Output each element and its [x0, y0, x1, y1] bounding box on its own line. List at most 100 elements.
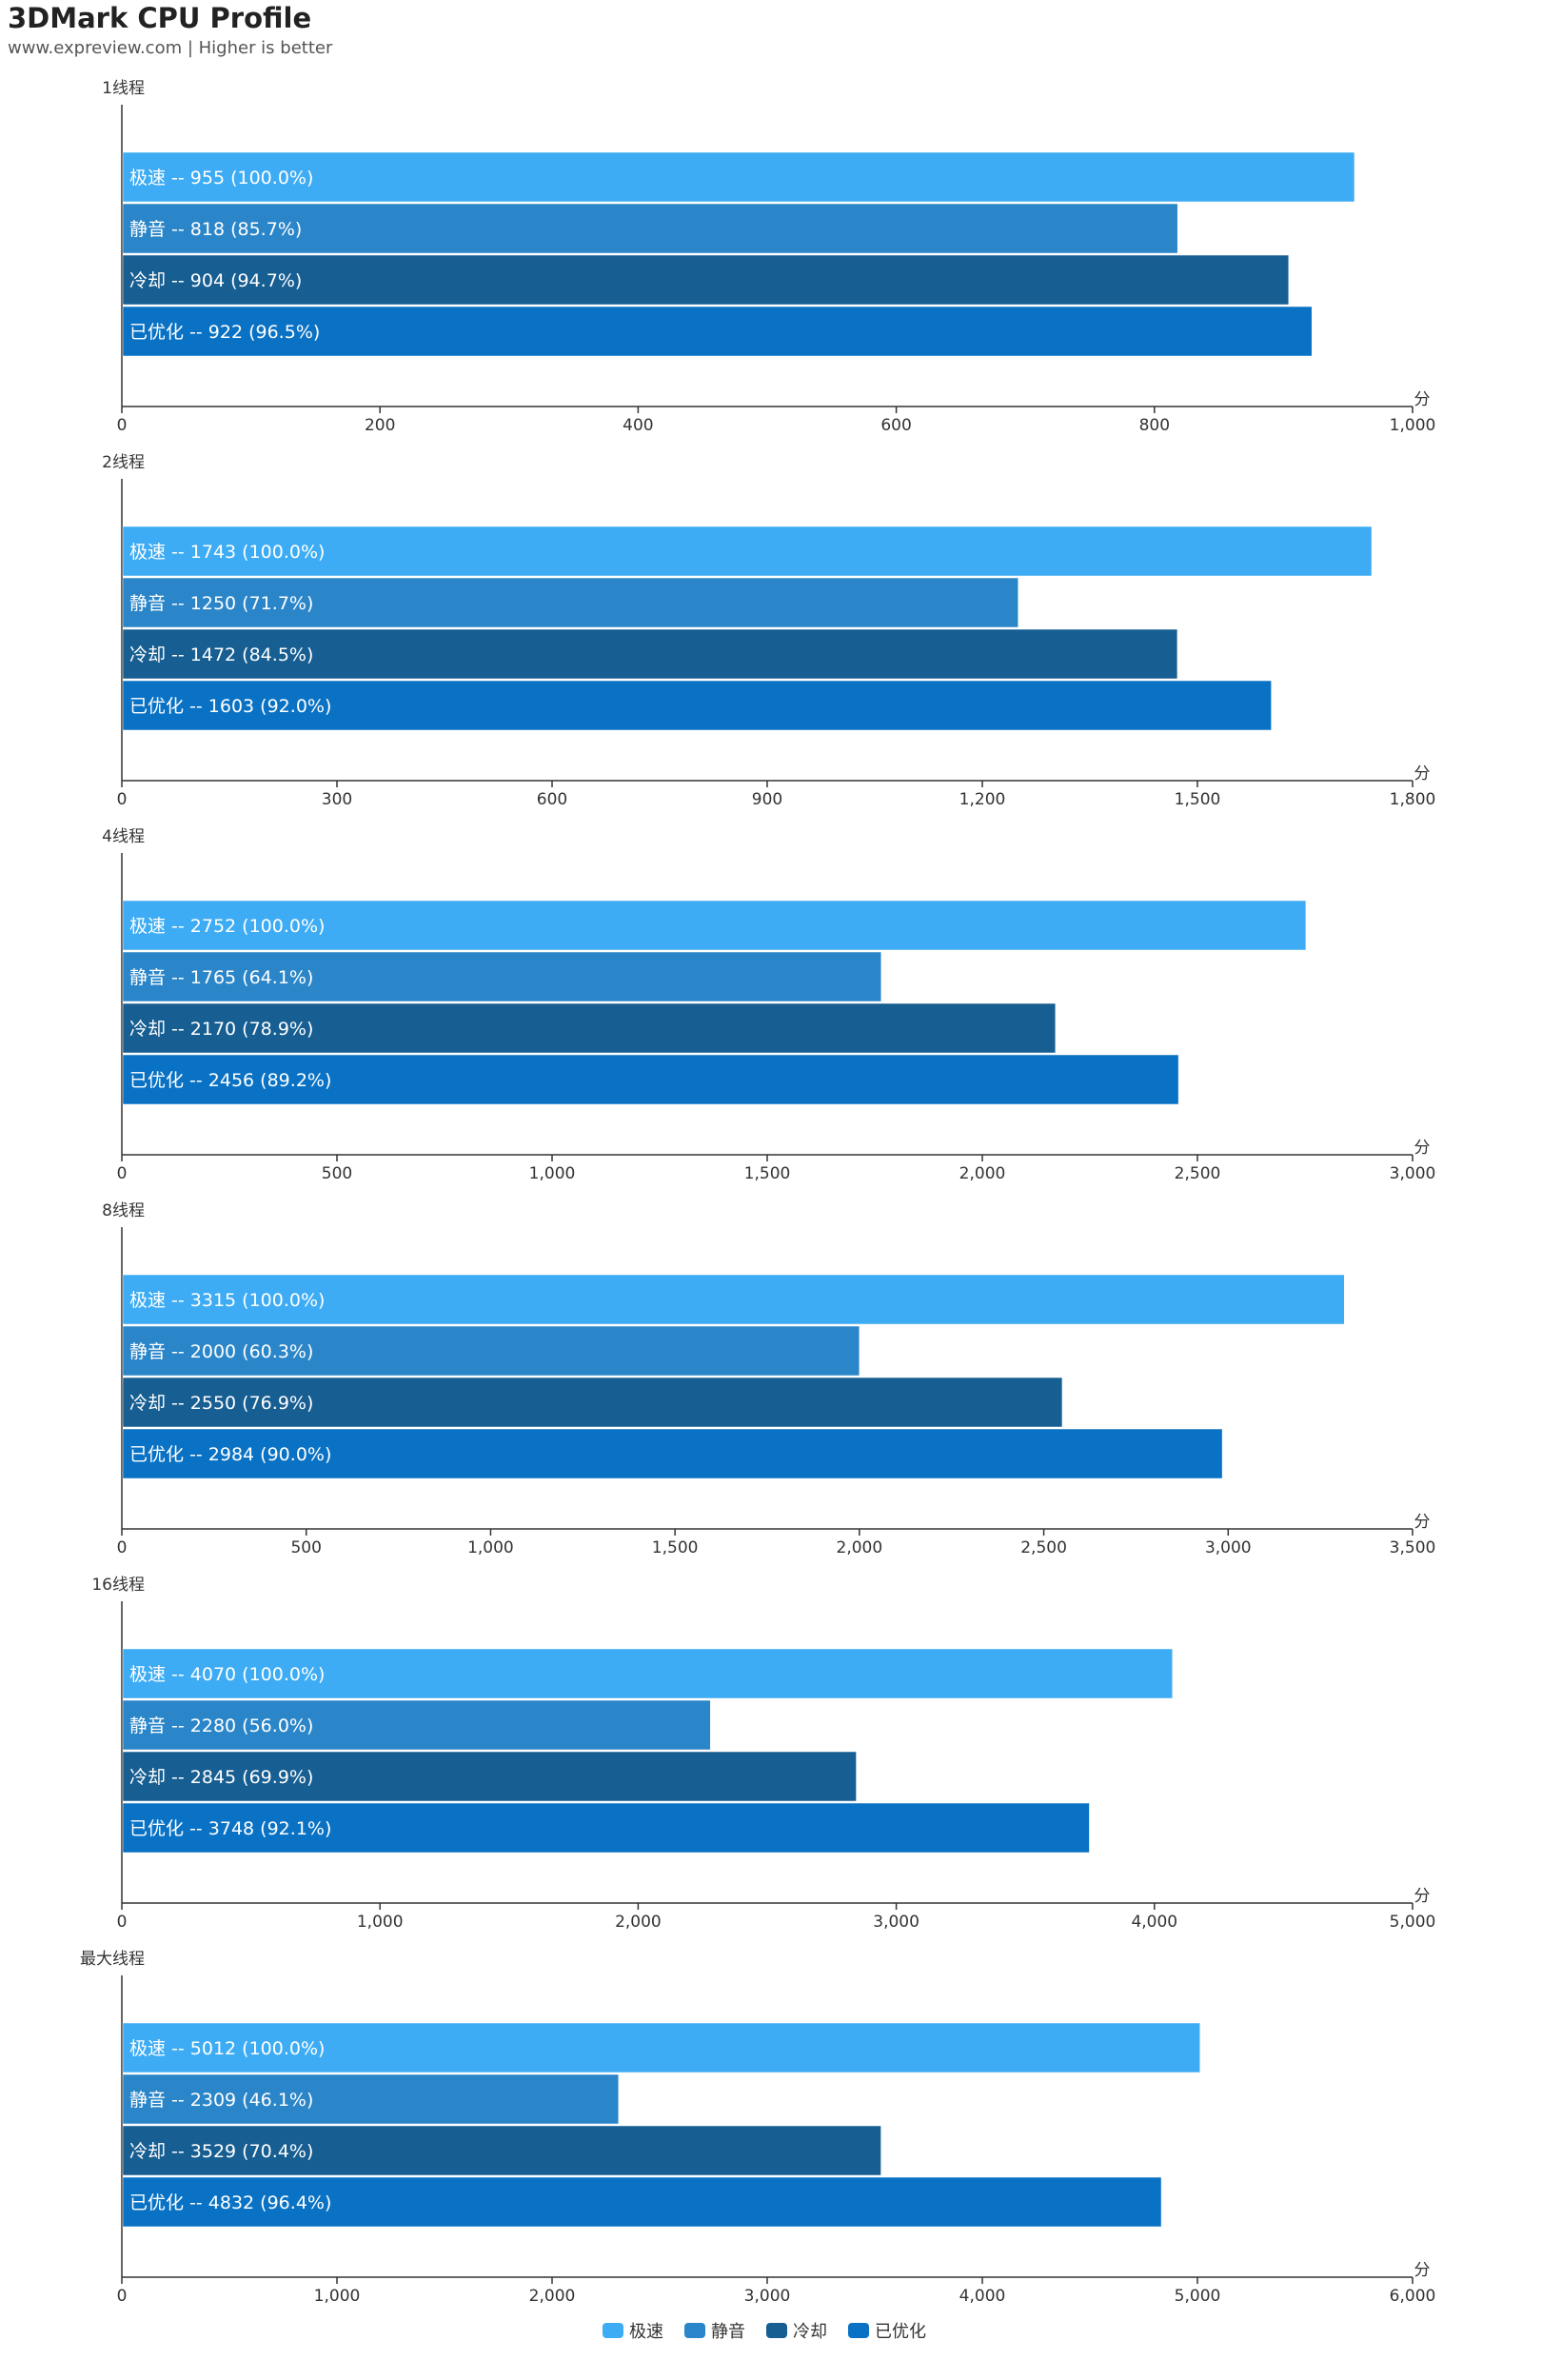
x-tick-label: 600 — [880, 416, 911, 435]
panel-label: 8线程 — [102, 1201, 145, 1220]
x-tick-label: 4,000 — [1131, 1913, 1177, 1932]
legend-item[interactable]: 冷却 — [793, 2322, 827, 2342]
legend-item[interactable]: 极速 — [629, 2322, 663, 2342]
bar-label: 静音 -- 2280 (56.0%) — [129, 1716, 313, 1736]
x-tick-label: 4,000 — [959, 2287, 1006, 2306]
x-tick-label: 800 — [1139, 416, 1170, 435]
bar-极速[interactable] — [122, 900, 1307, 951]
x-tick-label: 1,000 — [314, 2287, 361, 2306]
x-tick-label: 0 — [117, 1538, 128, 1557]
bar-极速[interactable] — [122, 1274, 1345, 1325]
chart-title: 3DMark CPU Profile — [8, 2, 312, 34]
bar-label: 冷却 -- 1472 (84.5%) — [129, 645, 313, 665]
x-tick-label: 2,000 — [615, 1913, 662, 1932]
legend-item[interactable]: 已优化 — [875, 2322, 926, 2342]
x-tick-label: 1,500 — [744, 1164, 791, 1183]
bar-冷却[interactable] — [122, 254, 1290, 306]
x-tick-label: 200 — [365, 416, 395, 435]
bar-label: 静音 -- 818 (85.7%) — [129, 219, 302, 240]
bar-极速[interactable] — [122, 151, 1355, 203]
bar-静音[interactable] — [122, 2073, 620, 2125]
x-tick-label: 900 — [752, 790, 782, 809]
bar-冷却[interactable] — [122, 1002, 1057, 1054]
bar-label: 极速 -- 5012 (100.0%) — [129, 2038, 325, 2059]
legend-swatch-静音[interactable] — [684, 2323, 705, 2338]
bar-label: 冷却 -- 2170 (78.9%) — [129, 1019, 313, 1040]
x-tick-label: 6,000 — [1390, 2287, 1436, 2306]
x-axis-unit-label: 分 — [1414, 764, 1431, 783]
x-tick-label: 2,000 — [959, 1164, 1006, 1183]
bar-label: 冷却 -- 2550 (76.9%) — [129, 1393, 313, 1414]
x-tick-label: 1,200 — [959, 790, 1006, 809]
x-tick-label: 1,000 — [357, 1913, 404, 1932]
bar-静音[interactable] — [122, 203, 1178, 254]
bar-冷却[interactable] — [122, 2125, 881, 2176]
bar-极速[interactable] — [122, 2022, 1200, 2073]
bar-已优化[interactable] — [122, 1054, 1179, 1105]
bar-label: 极速 -- 4070 (100.0%) — [129, 1664, 325, 1685]
x-tick-label: 2,500 — [1175, 1164, 1221, 1183]
bar-label: 已优化 -- 1603 (92.0%) — [129, 696, 331, 717]
bar-已优化[interactable] — [122, 306, 1313, 357]
bar-label: 静音 -- 1250 (71.7%) — [129, 593, 313, 614]
legend-swatch-已优化[interactable] — [848, 2323, 869, 2338]
x-tick-label: 0 — [117, 790, 128, 809]
x-tick-label: 500 — [322, 1164, 352, 1183]
legend-swatch-极速[interactable] — [603, 2323, 623, 2338]
legend-swatch-冷却[interactable] — [766, 2323, 787, 2338]
bar-冷却[interactable] — [122, 1751, 857, 1802]
x-tick-label: 0 — [117, 1164, 128, 1183]
panel-label: 2线程 — [102, 453, 145, 472]
bar-静音[interactable] — [122, 951, 882, 1002]
bar-label: 已优化 -- 2456 (89.2%) — [129, 1070, 331, 1091]
bar-已优化[interactable] — [122, 1802, 1090, 1854]
bar-label: 极速 -- 3315 (100.0%) — [129, 1290, 325, 1311]
x-tick-label: 3,000 — [873, 1913, 919, 1932]
bar-label: 极速 -- 955 (100.0%) — [129, 168, 313, 188]
panel-label: 4线程 — [102, 827, 145, 846]
x-tick-label: 1,800 — [1390, 790, 1436, 809]
x-tick-label: 2,500 — [1020, 1538, 1067, 1557]
bar-已优化[interactable] — [122, 1428, 1223, 1479]
x-tick-label: 300 — [322, 790, 352, 809]
bar-label: 已优化 -- 2984 (90.0%) — [129, 1444, 331, 1465]
bar-label: 已优化 -- 922 (96.5%) — [129, 322, 320, 343]
x-tick-label: 2,000 — [837, 1538, 883, 1557]
bar-极速[interactable] — [122, 1648, 1174, 1699]
bar-已优化[interactable] — [122, 680, 1272, 731]
x-tick-label: 3,000 — [1390, 1164, 1436, 1183]
x-tick-label: 5,000 — [1175, 2287, 1221, 2306]
x-tick-label: 3,500 — [1390, 1538, 1436, 1557]
x-tick-label: 2,000 — [529, 2287, 576, 2306]
bar-label: 静音 -- 2000 (60.3%) — [129, 1341, 313, 1362]
x-axis-unit-label: 分 — [1414, 2261, 1431, 2280]
x-tick-label: 0 — [117, 416, 128, 435]
bar-冷却[interactable] — [122, 628, 1178, 680]
bar-label: 静音 -- 1765 (64.1%) — [129, 967, 313, 988]
bar-极速[interactable] — [122, 526, 1373, 577]
x-tick-label: 1,000 — [467, 1538, 514, 1557]
bar-已优化[interactable] — [122, 2176, 1162, 2228]
panel-label: 16线程 — [91, 1576, 145, 1595]
x-tick-label: 1,000 — [1390, 416, 1436, 435]
panel-label: 1线程 — [102, 79, 145, 98]
x-tick-label: 600 — [537, 790, 567, 809]
bar-label: 静音 -- 2309 (46.1%) — [129, 2090, 313, 2111]
bar-label: 极速 -- 1743 (100.0%) — [129, 542, 325, 563]
bar-静音[interactable] — [122, 1699, 711, 1751]
bar-静音[interactable] — [122, 1325, 860, 1377]
bar-label: 极速 -- 2752 (100.0%) — [129, 916, 325, 937]
bar-静音[interactable] — [122, 577, 1018, 628]
bar-冷却[interactable] — [122, 1377, 1063, 1428]
x-axis-unit-label: 分 — [1414, 1887, 1431, 1906]
bar-label: 已优化 -- 4832 (96.4%) — [129, 2192, 331, 2213]
x-tick-label: 0 — [117, 1913, 128, 1932]
x-axis-unit-label: 分 — [1414, 390, 1431, 409]
bar-label: 冷却 -- 3529 (70.4%) — [129, 2141, 313, 2162]
legend-item[interactable]: 静音 — [711, 2322, 745, 2342]
x-tick-label: 0 — [117, 2287, 128, 2306]
panel-label: 最大线程 — [80, 1950, 145, 1969]
x-tick-label: 5,000 — [1390, 1913, 1436, 1932]
x-axis-unit-label: 分 — [1414, 1139, 1431, 1158]
